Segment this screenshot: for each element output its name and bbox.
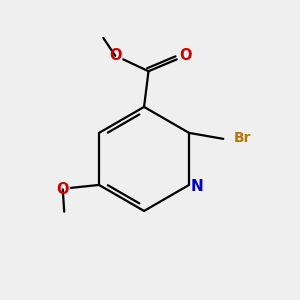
Text: N: N <box>190 179 203 194</box>
Text: O: O <box>179 48 192 63</box>
Text: O: O <box>56 182 69 197</box>
Text: O: O <box>109 48 122 63</box>
Text: Br: Br <box>234 131 251 145</box>
